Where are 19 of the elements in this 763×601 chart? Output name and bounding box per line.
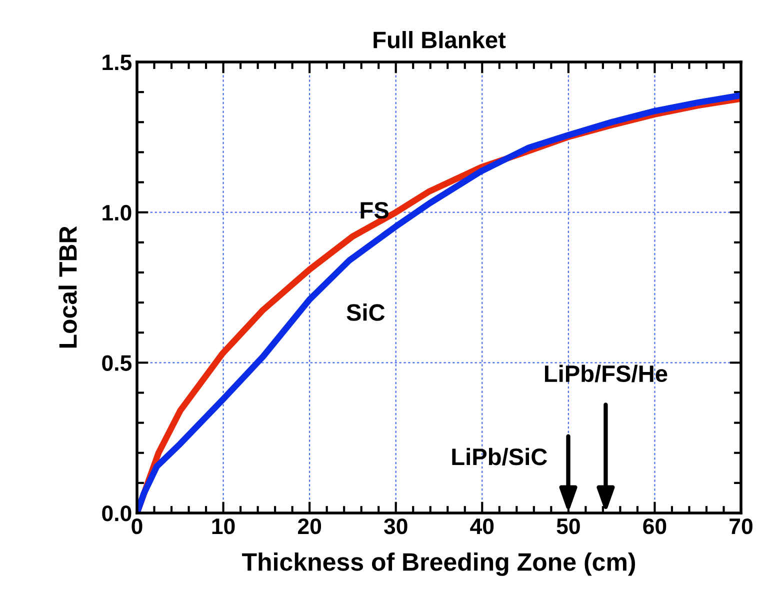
chart-title: Full Blanket	[374, 31, 506, 48]
annotation: LiPb/SiC	[452, 448, 548, 466]
y-tick-label: 0.5	[102, 355, 132, 371]
x-tick-label: 20	[298, 518, 322, 534]
x-tick-label: 10	[212, 518, 235, 534]
y-axis-title: Local TBR	[58, 226, 77, 348]
y-tick-label: 1.5	[102, 54, 132, 70]
series-label: FS	[360, 202, 388, 219]
x-tick-label: 0	[132, 518, 142, 534]
x-axis-title: Thickness of Breeding Zone (cm)	[242, 552, 636, 576]
y-tick-label: 1.0	[102, 204, 132, 221]
x-tick-label: 50	[556, 518, 580, 534]
x-tick-label: 70	[730, 518, 752, 534]
x-tick-label: 30	[384, 518, 408, 534]
y-tick-label: 0.0	[102, 506, 132, 522]
x-tick-label: 40	[470, 518, 494, 534]
series-label: SiC	[346, 304, 385, 321]
x-tick-label: 60	[643, 518, 666, 534]
annotation: LiPb/FS/He	[544, 364, 668, 382]
